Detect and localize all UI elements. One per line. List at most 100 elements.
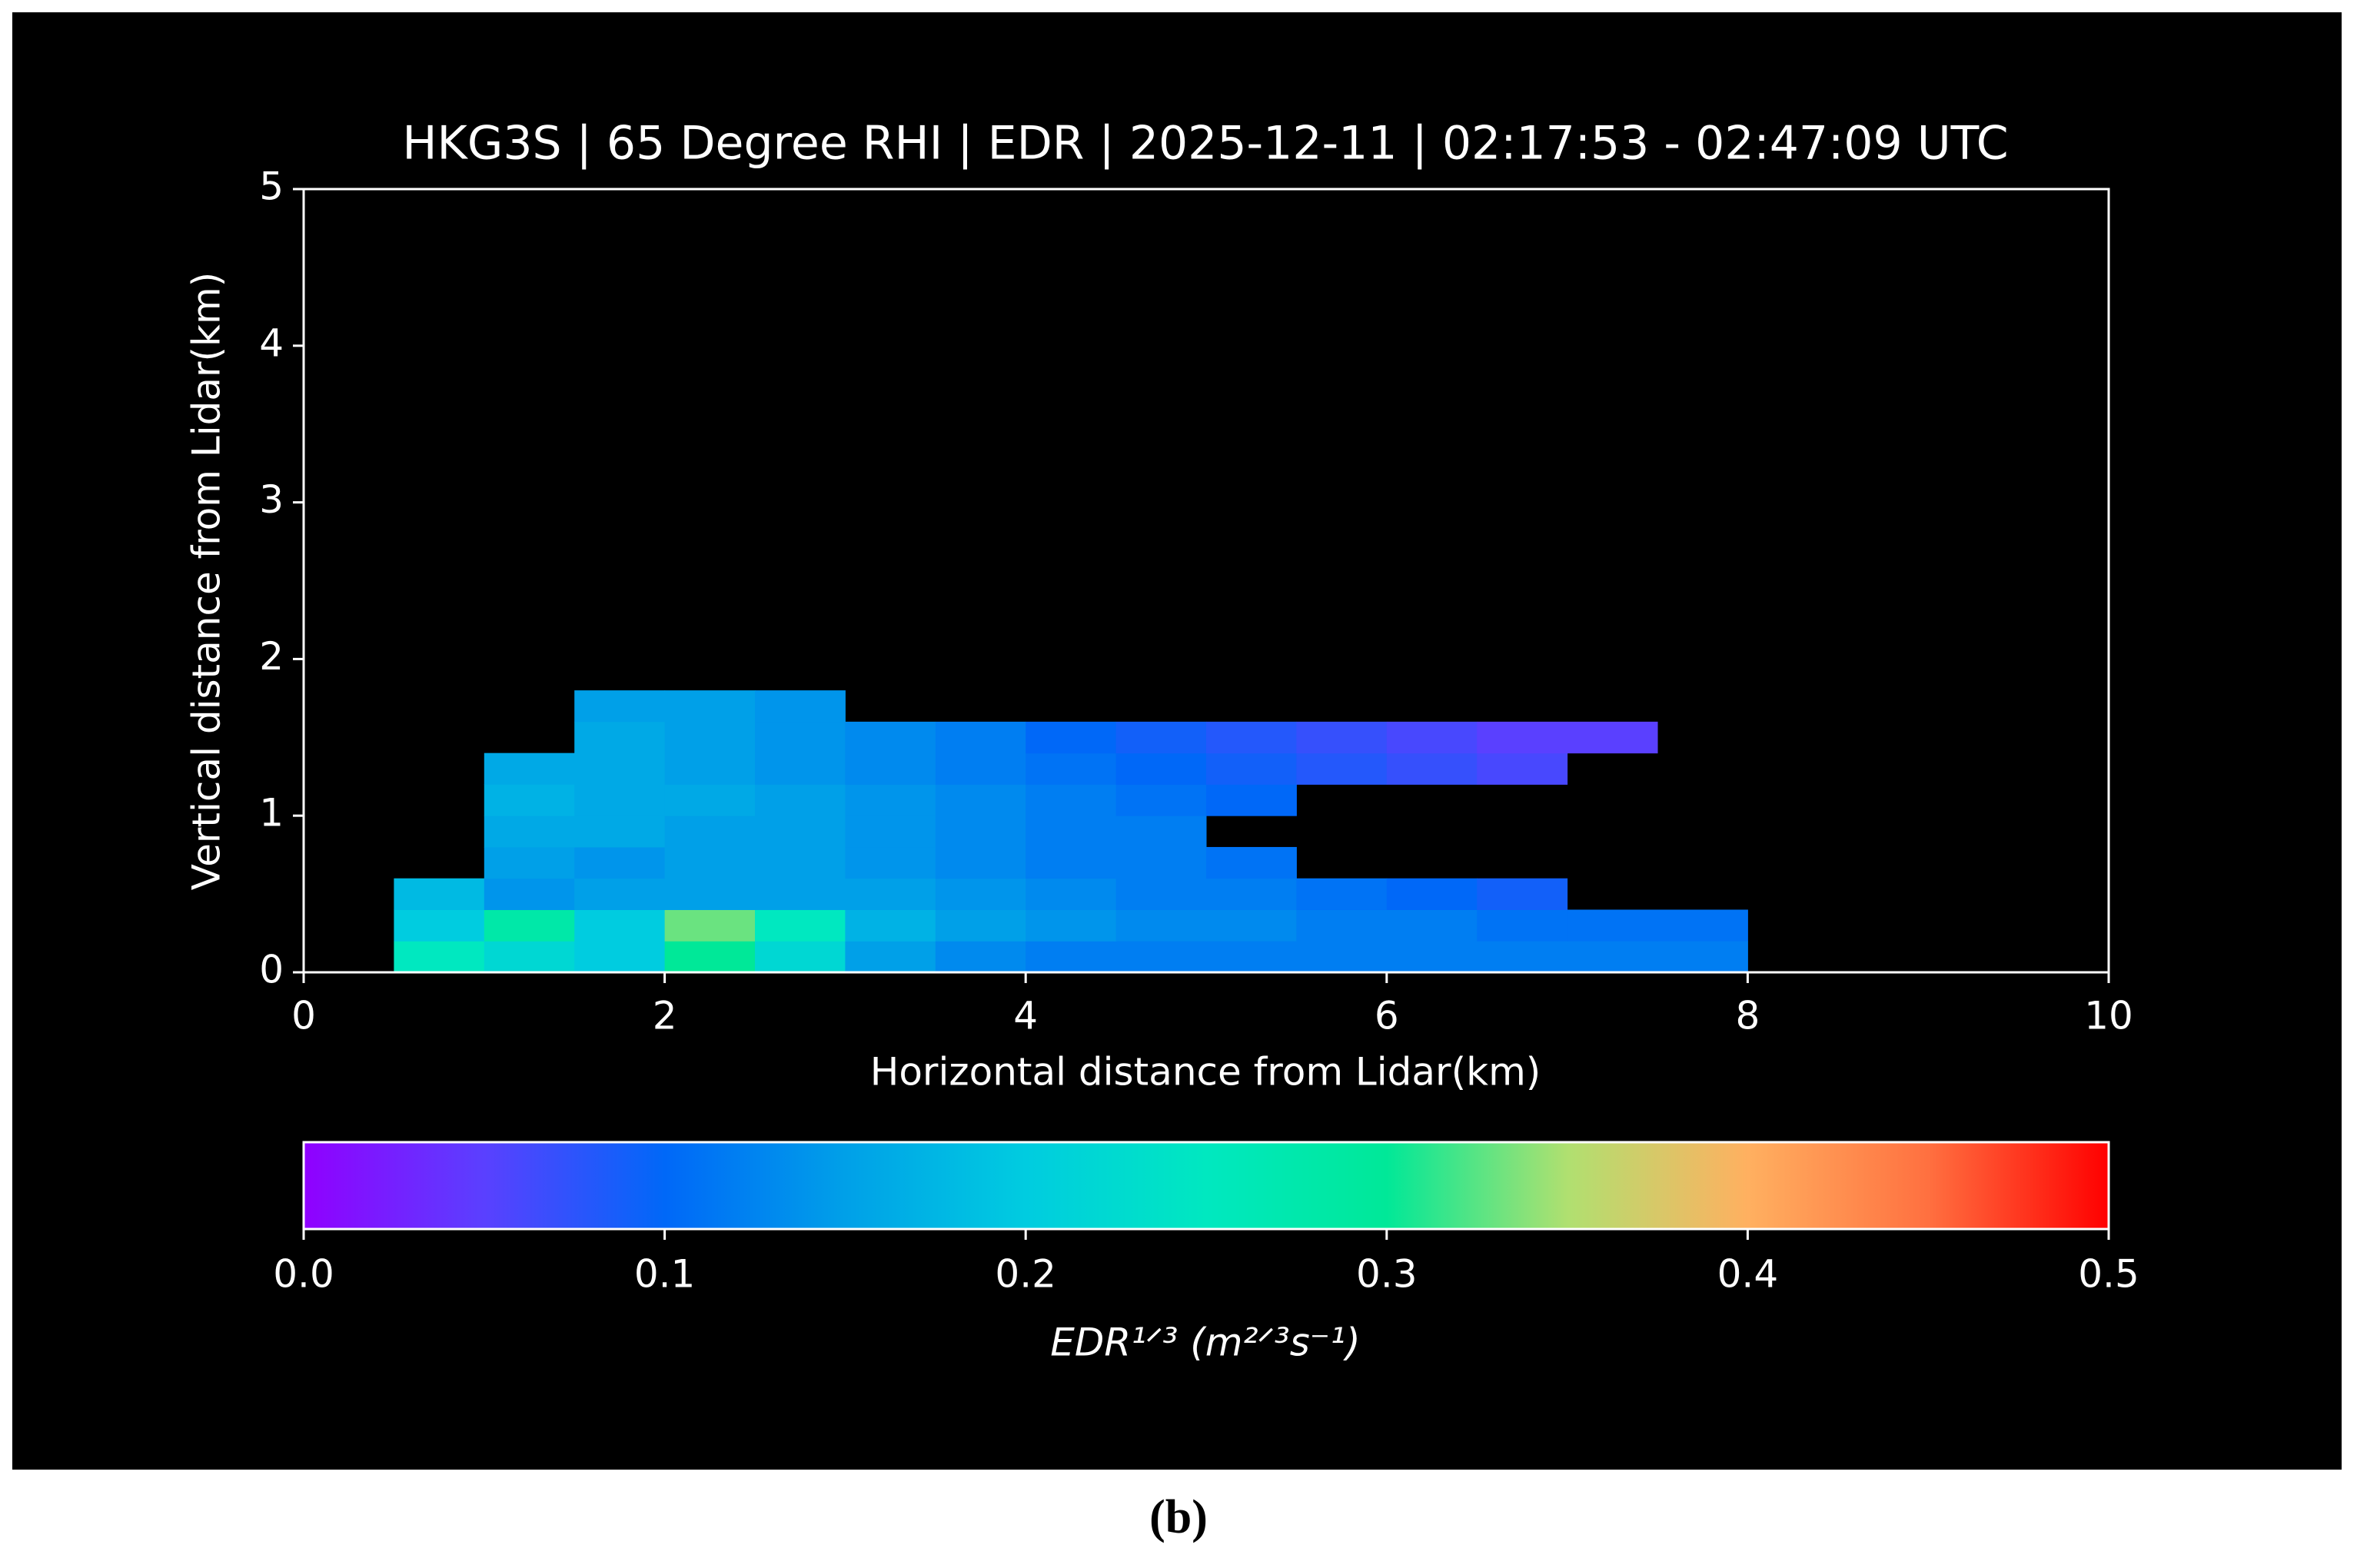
heatmap-cell bbox=[845, 752, 936, 785]
heatmap-cell bbox=[755, 721, 846, 754]
y-tick-label: 4 bbox=[259, 321, 284, 365]
heatmap-cell bbox=[845, 909, 936, 942]
heatmap-cell bbox=[1206, 721, 1297, 754]
heatmap-cell bbox=[574, 752, 666, 785]
heatmap-cell bbox=[1026, 721, 1117, 754]
heatmap-cell bbox=[845, 816, 936, 848]
heatmap-cell bbox=[664, 909, 756, 942]
heatmap-cell bbox=[664, 752, 756, 785]
y-tick-label: 5 bbox=[259, 164, 284, 209]
colorbar-tick-label: 0.0 bbox=[273, 1252, 334, 1297]
heatmap-cell bbox=[1115, 846, 1207, 879]
heatmap-cell bbox=[1206, 784, 1297, 816]
y-tick-label: 1 bbox=[259, 791, 284, 835]
heatmap-cell bbox=[1477, 941, 1568, 973]
heatmap-cell bbox=[574, 909, 666, 942]
heatmap-cell bbox=[574, 784, 666, 816]
heatmap-cell bbox=[484, 909, 575, 942]
heatmap-cell bbox=[1026, 784, 1117, 816]
x-tick-label: 6 bbox=[1375, 994, 1399, 1038]
heatmap-cell bbox=[935, 941, 1026, 973]
heatmap-cell bbox=[394, 941, 485, 973]
heatmap-cell bbox=[1206, 878, 1297, 910]
heatmap-cell bbox=[1477, 721, 1568, 754]
heatmap-cell bbox=[755, 878, 846, 910]
heatmap-cell bbox=[935, 878, 1026, 910]
heatmap-cell bbox=[935, 784, 1026, 816]
colorbar-tick-label: 0.3 bbox=[1356, 1252, 1418, 1297]
heatmap-cell bbox=[1296, 721, 1388, 754]
heatmap-cell bbox=[1477, 752, 1568, 785]
heatmap-cell bbox=[935, 846, 1026, 879]
heatmap-cell bbox=[1386, 721, 1478, 754]
heatmap-cell bbox=[484, 784, 575, 816]
colorbar-label: EDR¹ᐟ³ (m²ᐟ³s⁻¹) bbox=[1050, 1321, 1360, 1365]
colorbar-tick-label: 0.4 bbox=[1717, 1252, 1779, 1297]
heatmap-cell bbox=[1026, 878, 1117, 910]
heatmap-cell bbox=[1206, 941, 1297, 973]
heatmap-cell bbox=[1026, 909, 1117, 942]
heatmap-cell bbox=[484, 752, 575, 785]
heatmap-cell bbox=[1567, 941, 1658, 973]
heatmap-cell bbox=[1206, 752, 1297, 785]
x-tick-label: 4 bbox=[1013, 994, 1038, 1038]
y-tick-label: 0 bbox=[259, 948, 284, 992]
y-tick-label: 2 bbox=[259, 634, 284, 679]
colorbar-tick-label: 0.5 bbox=[2078, 1252, 2139, 1297]
heatmap-cell bbox=[755, 941, 846, 973]
heatmap-cell bbox=[845, 784, 936, 816]
heatmap-cell bbox=[755, 752, 846, 785]
heatmap-cell bbox=[1477, 878, 1568, 910]
heatmap-cell bbox=[1477, 909, 1568, 942]
heatmap-cell bbox=[484, 816, 575, 848]
heatmap-cell bbox=[484, 846, 575, 879]
x-tick-label: 8 bbox=[1735, 994, 1760, 1038]
heatmap-cell bbox=[935, 909, 1026, 942]
y-axis-label: Vertical distance from Lidar(km) bbox=[185, 272, 229, 890]
heatmap-cell bbox=[1115, 752, 1207, 785]
heatmap-cell bbox=[664, 721, 756, 754]
heatmap-cell bbox=[845, 721, 936, 754]
heatmap-cell bbox=[1296, 752, 1388, 785]
colorbar-tick-label: 0.1 bbox=[634, 1252, 696, 1297]
heatmap-cell bbox=[1567, 909, 1658, 942]
heatmap-cell bbox=[1115, 721, 1207, 754]
heatmap-cell bbox=[755, 784, 846, 816]
plot-frame bbox=[302, 188, 2110, 974]
heatmap-cell bbox=[1386, 909, 1478, 942]
heatmap-cell bbox=[1567, 721, 1658, 754]
heatmap-cell bbox=[1026, 752, 1117, 785]
heatmap-cell bbox=[394, 909, 485, 942]
heatmap-cell bbox=[664, 784, 756, 816]
heatmap-cell bbox=[1657, 941, 1748, 973]
heatmap-cell bbox=[574, 721, 666, 754]
x-tick-label: 2 bbox=[653, 994, 677, 1038]
heatmap-cell bbox=[1386, 941, 1478, 973]
heatmap-cell bbox=[1386, 878, 1478, 910]
heatmap-cell bbox=[1115, 878, 1207, 910]
heatmap-cell bbox=[1206, 846, 1297, 879]
heatmap-cell bbox=[1115, 816, 1207, 848]
heatmap-cell bbox=[664, 690, 756, 723]
heatmap-cell bbox=[1115, 909, 1207, 942]
heatmap-cell bbox=[574, 816, 666, 848]
heatmap-cell bbox=[664, 846, 756, 879]
y-tick-label: 3 bbox=[259, 477, 284, 522]
chart-title: HKG3S | 65 Degree RHI | EDR | 2025-12-11… bbox=[402, 117, 2008, 171]
heatmap-cell bbox=[1657, 909, 1748, 942]
heatmap-cell bbox=[1386, 752, 1478, 785]
heatmap-cell bbox=[1026, 941, 1117, 973]
heatmap-cell bbox=[574, 690, 666, 723]
heatmap-cell bbox=[574, 846, 666, 879]
heatmap-cell bbox=[755, 690, 846, 723]
x-tick-label: 0 bbox=[291, 994, 316, 1038]
heatmap-cell bbox=[664, 941, 756, 973]
heatmap-cell bbox=[664, 816, 756, 848]
heatmap-cell bbox=[845, 846, 936, 879]
heatmap-cell bbox=[935, 721, 1026, 754]
heatmap-cell bbox=[1026, 846, 1117, 879]
heatmap-cell bbox=[394, 878, 485, 910]
heatmap-cell bbox=[845, 941, 936, 973]
heatmap-cell bbox=[1115, 784, 1207, 816]
